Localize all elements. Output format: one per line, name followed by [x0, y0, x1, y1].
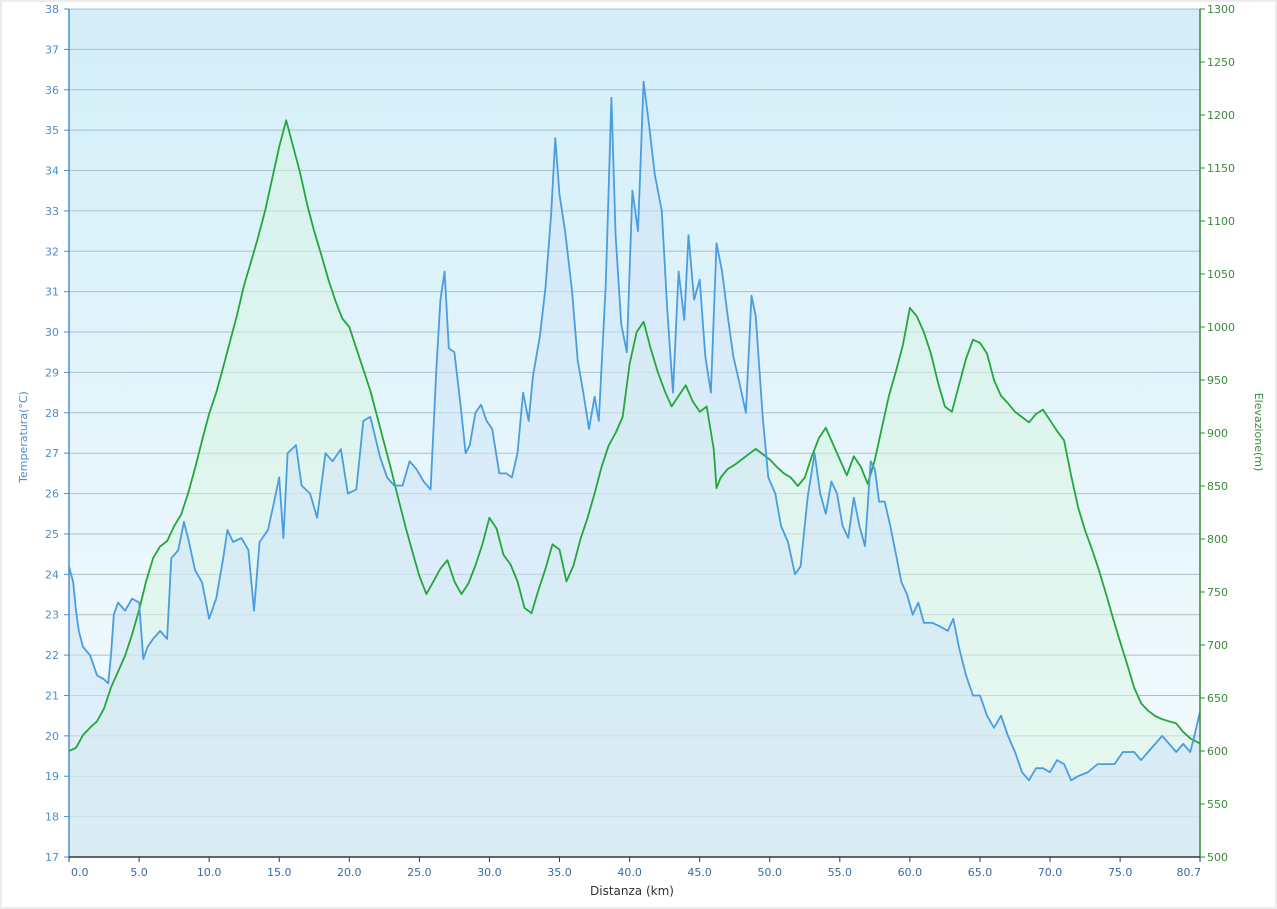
y-left-tick-label: 27 [45, 447, 59, 460]
x-tick-label: 20.0 [337, 866, 362, 879]
y-left-tick-label: 17 [45, 851, 59, 864]
x-tick-label: 60.0 [898, 866, 923, 879]
y-left-tick-label: 32 [45, 245, 59, 258]
y-right-tick-label: 1250 [1207, 56, 1235, 69]
y-left-tick-label: 19 [45, 770, 59, 783]
y-left-tick-label: 22 [45, 649, 59, 662]
y-left-tick-label: 25 [45, 528, 59, 541]
y-right-axis-title: Elevazione(m) [1252, 393, 1265, 472]
y-left-tick-label: 38 [45, 3, 59, 16]
y-left-tick-label: 20 [45, 730, 59, 743]
temperature-line [68, 80, 1201, 782]
y-left-tick-label: 35 [45, 124, 59, 137]
x-tick-label: 55.0 [828, 866, 853, 879]
x-tick-label: 45.0 [687, 866, 712, 879]
y-right-tick-label: 500 [1207, 851, 1228, 864]
y-right-tick-label: 1100 [1207, 215, 1235, 228]
y-right-tick-label: 1000 [1207, 321, 1235, 334]
y-left-tick-label: 18 [45, 811, 59, 824]
y-left-tick-label: 24 [45, 568, 59, 581]
y-left-tick-label: 30 [45, 326, 59, 339]
x-tick-label: 15.0 [267, 866, 292, 879]
y-right-tick-label: 850 [1207, 480, 1228, 493]
x-tick-label: 65.0 [968, 866, 993, 879]
y-left-tick-label: 21 [45, 689, 59, 702]
x-tick-label: 75.0 [1108, 866, 1133, 879]
y-right-tick-label: 950 [1207, 374, 1228, 387]
y-right-tick-label: 1050 [1207, 268, 1235, 281]
series-layer [68, 80, 1201, 858]
x-tick-label: 70.0 [1038, 866, 1063, 879]
x-tick-label: 35.0 [547, 866, 572, 879]
x-tick-label: 40.0 [617, 866, 642, 879]
x-tick-label: 25.0 [407, 866, 432, 879]
x-tick-label: 80.7 [1177, 866, 1202, 879]
x-tick-label: 10.0 [197, 866, 222, 879]
y-left-tick-label: 34 [45, 165, 59, 178]
y-right-tick-label: 1200 [1207, 109, 1235, 122]
y-right-tick-label: 1300 [1207, 3, 1235, 16]
y-right-tick-label: 700 [1207, 639, 1228, 652]
axes [64, 8, 1205, 862]
y-left-tick-label: 23 [45, 609, 59, 622]
x-tick-label: 50.0 [757, 866, 782, 879]
y-right-tick-label: 750 [1207, 586, 1228, 599]
x-tick-label: 0.0 [71, 866, 89, 879]
y-right-tick-label: 900 [1207, 427, 1228, 440]
y-left-tick-label: 36 [45, 84, 59, 97]
elevation-line [68, 119, 1201, 752]
y-left-tick-label: 26 [45, 488, 59, 501]
y-left-tick-label: 28 [45, 407, 59, 420]
x-tick-label: 30.0 [477, 866, 502, 879]
y-left-tick-label: 33 [45, 205, 59, 218]
y-left-tick-label: 31 [45, 286, 59, 299]
y-right-tick-label: 800 [1207, 533, 1228, 546]
y-right-tick-label: 1150 [1207, 162, 1235, 175]
tick-labels: 17 18 19 20 21 22 23 24 25 26 27 28 29 30 31 32 33 34 35 36… [45, 3, 1235, 879]
temperature-area [69, 81, 1200, 857]
x-axis-title: Distanza (km) [590, 884, 674, 898]
y-right-tick-label: 550 [1207, 798, 1228, 811]
y-left-tick-label: 37 [45, 43, 59, 56]
x-tick-label: 5.0 [130, 866, 148, 879]
y-left-axis-title: Temperatura(°C) [17, 391, 30, 484]
y-right-tick-label: 650 [1207, 692, 1228, 705]
y-left-tick-label: 29 [45, 366, 59, 379]
y-right-tick-label: 600 [1207, 745, 1228, 758]
